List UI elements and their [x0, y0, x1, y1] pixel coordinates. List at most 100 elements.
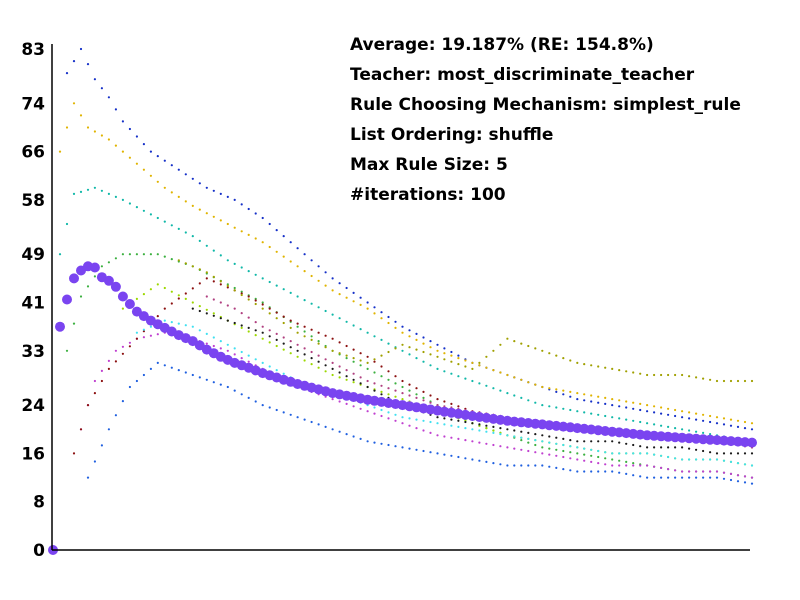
run-point — [324, 346, 327, 349]
run-point — [548, 441, 551, 444]
run-point — [345, 296, 348, 299]
run-point — [513, 429, 516, 432]
run-point — [324, 358, 327, 361]
run-point — [527, 381, 530, 384]
run-point — [156, 155, 159, 158]
run-point — [310, 259, 313, 262]
run-point — [709, 433, 712, 436]
run-point — [639, 372, 642, 375]
run-point — [331, 398, 334, 401]
run-point — [436, 434, 439, 437]
run-point — [478, 429, 481, 432]
run-point — [331, 373, 334, 377]
run-point — [681, 410, 684, 413]
run-point — [233, 198, 236, 201]
run-point — [415, 357, 418, 360]
run-point — [394, 395, 397, 398]
run-point — [443, 423, 446, 426]
run-point — [415, 338, 418, 341]
run-point — [254, 297, 257, 300]
run-point — [443, 435, 446, 438]
run-point — [219, 219, 222, 222]
run-point — [366, 307, 369, 310]
run-point — [345, 402, 348, 405]
run-point — [618, 441, 621, 444]
run-point — [576, 458, 579, 461]
run-point — [177, 297, 180, 300]
run-point — [625, 370, 628, 373]
run-point — [674, 414, 677, 418]
run-point — [743, 463, 747, 466]
run-point — [597, 413, 600, 416]
run-point — [408, 346, 411, 349]
run-point — [450, 360, 453, 363]
run-point — [394, 326, 397, 329]
run-point — [191, 177, 194, 180]
run-point — [184, 297, 187, 300]
run-point — [233, 321, 236, 325]
run-point — [576, 410, 579, 413]
run-point — [254, 400, 257, 403]
run-point — [639, 445, 642, 448]
run-point — [562, 393, 565, 396]
run-point — [729, 452, 733, 455]
run-point — [310, 328, 313, 331]
run-point — [366, 367, 369, 370]
run-point — [65, 126, 69, 129]
y-tick-label: 33 — [21, 342, 45, 362]
run-point — [722, 379, 726, 383]
run-point — [261, 277, 264, 280]
run-point — [464, 457, 467, 460]
run-point — [667, 468, 670, 471]
y-tick-label: 66 — [21, 143, 45, 163]
run-point — [275, 369, 278, 372]
run-point — [548, 387, 551, 390]
run-point — [660, 454, 663, 457]
run-point — [366, 385, 369, 389]
run-point — [597, 365, 600, 368]
run-point — [632, 407, 635, 410]
run-point — [562, 443, 565, 447]
run-point — [618, 399, 621, 402]
run-point — [240, 230, 243, 233]
run-point — [338, 376, 341, 379]
run-point — [121, 253, 124, 256]
info-annotations: Average: 19.187% (RE: 154.8%) Teacher: mo… — [350, 35, 741, 205]
run-point — [247, 207, 250, 211]
run-point — [114, 144, 117, 147]
run-point — [72, 322, 76, 325]
run-point — [715, 452, 719, 455]
run-point — [576, 392, 579, 395]
run-point — [653, 405, 656, 408]
run-point — [205, 186, 208, 189]
run-point — [639, 452, 642, 455]
run-point — [464, 427, 467, 430]
run-point — [135, 253, 138, 256]
run-point — [289, 291, 292, 294]
run-point — [107, 428, 110, 431]
run-point — [275, 408, 278, 412]
run-point — [541, 349, 544, 352]
run-point — [450, 454, 453, 457]
run-point — [198, 309, 201, 313]
run-point — [373, 312, 376, 315]
run-point — [163, 186, 166, 189]
run-point — [170, 224, 173, 227]
run-point — [709, 378, 712, 381]
run-point — [639, 464, 642, 467]
run-point — [282, 288, 285, 291]
run-point — [646, 446, 649, 449]
run-point — [597, 462, 600, 465]
run-series — [65, 47, 754, 431]
run-point — [317, 331, 320, 334]
run-point — [373, 371, 376, 374]
run-point — [471, 422, 474, 425]
run-point — [492, 429, 495, 432]
run-point — [632, 443, 635, 447]
run-point — [450, 402, 453, 405]
run-point — [499, 389, 502, 392]
run-point — [93, 379, 96, 383]
run-point — [583, 459, 586, 462]
run-point — [177, 168, 180, 171]
run-point — [86, 188, 90, 191]
